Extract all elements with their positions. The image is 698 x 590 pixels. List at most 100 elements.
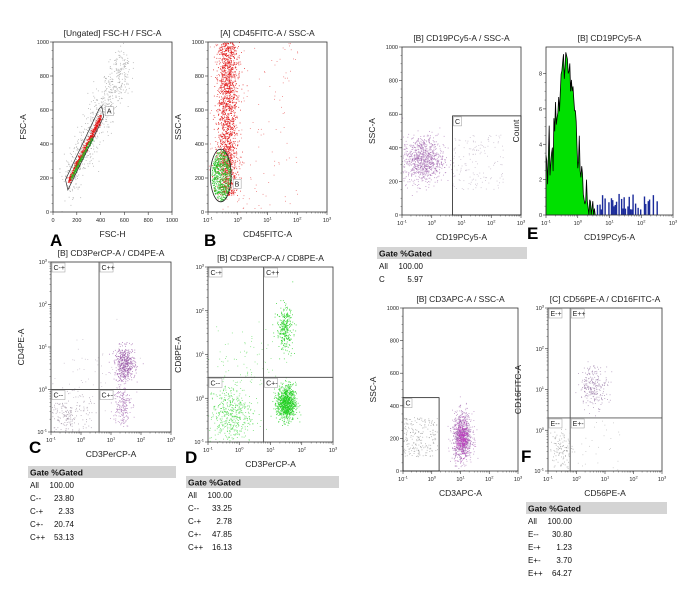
event-point xyxy=(73,171,75,173)
event-point xyxy=(108,80,110,82)
event-point xyxy=(224,124,225,126)
event-point xyxy=(105,104,107,106)
event-point xyxy=(409,157,411,159)
event-point xyxy=(115,59,116,61)
event-point xyxy=(82,154,84,156)
event-point xyxy=(69,178,71,180)
event-point xyxy=(91,132,92,134)
event-point xyxy=(224,120,226,121)
event-point xyxy=(225,190,227,192)
event-point xyxy=(232,137,234,139)
event-point xyxy=(120,62,121,64)
event-point xyxy=(221,184,223,186)
event-point xyxy=(97,123,99,125)
event-point xyxy=(97,120,99,122)
event-point xyxy=(214,181,216,183)
event-point xyxy=(73,186,75,188)
event-point xyxy=(80,151,82,153)
event-point xyxy=(224,59,226,60)
event-point xyxy=(417,159,419,161)
event-point xyxy=(233,74,234,76)
event-point xyxy=(426,135,428,137)
event-point xyxy=(411,151,412,152)
event-point xyxy=(106,119,107,121)
event-point xyxy=(428,170,430,172)
event-point xyxy=(232,67,234,69)
event-point xyxy=(132,77,133,79)
event-point xyxy=(223,85,225,87)
event-point xyxy=(233,56,234,58)
event-point xyxy=(432,145,434,147)
event-point xyxy=(224,119,226,121)
event-point xyxy=(219,172,220,174)
event-point xyxy=(260,134,262,136)
event-point xyxy=(435,155,437,156)
event-point xyxy=(224,89,226,91)
event-point xyxy=(417,155,419,157)
event-point xyxy=(225,68,226,69)
event-point xyxy=(221,85,223,87)
gate-B[interactable] xyxy=(209,148,232,203)
event-point xyxy=(215,164,217,166)
event-point xyxy=(99,116,101,117)
event-point xyxy=(223,61,225,63)
x-tick-label: 200 xyxy=(72,218,81,224)
event-point xyxy=(214,169,215,171)
event-point xyxy=(421,145,423,146)
event-point xyxy=(118,54,120,56)
event-point xyxy=(71,188,73,190)
event-point xyxy=(96,88,97,90)
event-point xyxy=(224,45,226,47)
event-point xyxy=(228,114,230,116)
event-point xyxy=(221,81,222,83)
event-point xyxy=(231,82,233,84)
event-point xyxy=(231,50,232,52)
event-point xyxy=(82,157,84,159)
event-point xyxy=(113,91,115,93)
y-tick-label: 600 xyxy=(40,108,49,114)
event-point xyxy=(98,119,100,121)
event-point xyxy=(96,120,98,122)
event-point xyxy=(226,167,228,169)
event-point xyxy=(439,172,440,174)
event-point xyxy=(224,184,226,186)
event-point xyxy=(223,97,225,99)
event-point xyxy=(441,162,442,164)
event-point xyxy=(439,148,441,150)
event-point xyxy=(108,103,110,105)
event-point xyxy=(233,175,235,176)
event-point xyxy=(119,87,120,89)
event-point xyxy=(228,160,229,162)
event-point xyxy=(234,166,236,168)
event-point xyxy=(242,84,244,86)
x-tick-label: 600 xyxy=(120,218,129,224)
event-point xyxy=(81,134,82,136)
event-point xyxy=(227,172,229,174)
event-point xyxy=(232,107,234,108)
panel-letter: B xyxy=(204,231,216,250)
event-point xyxy=(227,140,229,142)
gate-A[interactable] xyxy=(65,105,104,191)
event-point xyxy=(217,176,219,177)
event-point xyxy=(228,49,230,51)
event-point xyxy=(92,128,94,130)
event-point xyxy=(83,147,85,149)
event-point xyxy=(233,129,235,131)
event-point xyxy=(104,76,105,77)
event-point xyxy=(234,77,236,79)
event-point xyxy=(67,177,69,179)
event-point xyxy=(216,158,218,160)
event-point xyxy=(440,152,442,154)
event-point xyxy=(228,124,230,126)
event-point xyxy=(83,148,84,150)
event-point xyxy=(212,181,214,183)
event-point xyxy=(423,140,424,142)
event-point xyxy=(232,183,233,185)
event-point xyxy=(105,86,106,88)
event-point xyxy=(218,152,220,154)
event-point xyxy=(239,159,240,161)
event-point xyxy=(91,117,93,119)
event-point xyxy=(125,68,127,69)
event-point xyxy=(239,168,241,170)
event-point xyxy=(237,145,238,147)
